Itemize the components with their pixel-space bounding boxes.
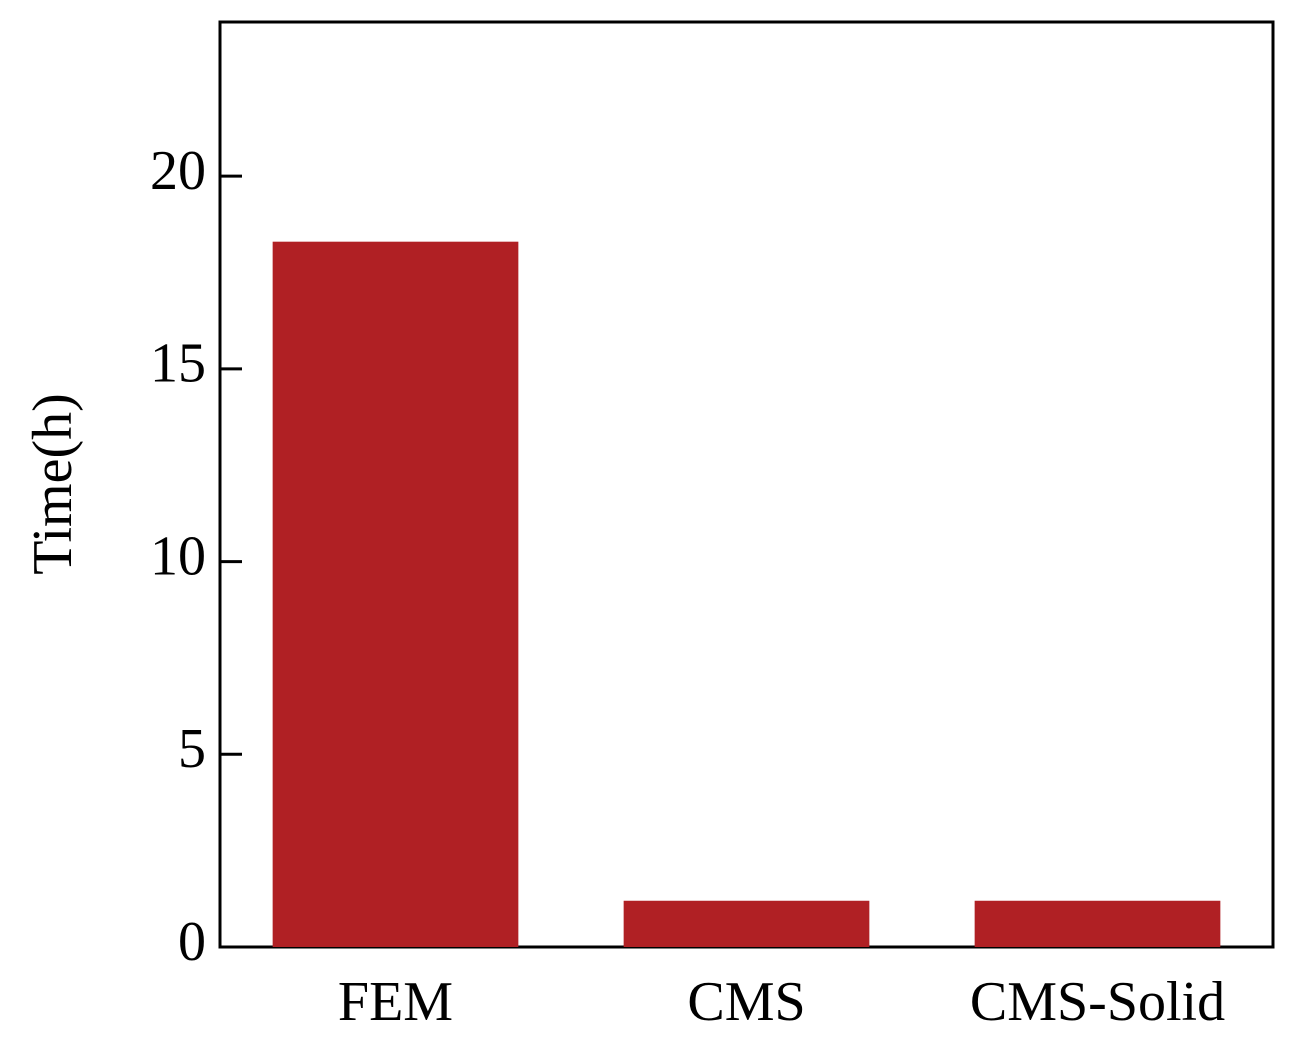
y-axis-label: Time(h) [22, 393, 84, 575]
x-tick-label: CMS [687, 971, 805, 1033]
y-tick-label: 5 [178, 718, 206, 780]
bar [623, 900, 870, 947]
bar [974, 900, 1221, 947]
y-tick-label: 20 [150, 140, 206, 202]
y-tick-label: 15 [150, 333, 206, 395]
bar [272, 241, 519, 947]
x-tick-label: CMS-Solid [970, 971, 1225, 1033]
x-tick-label: FEM [338, 971, 453, 1033]
y-tick-label: 10 [150, 525, 206, 587]
y-tick-label: 0 [178, 911, 206, 973]
